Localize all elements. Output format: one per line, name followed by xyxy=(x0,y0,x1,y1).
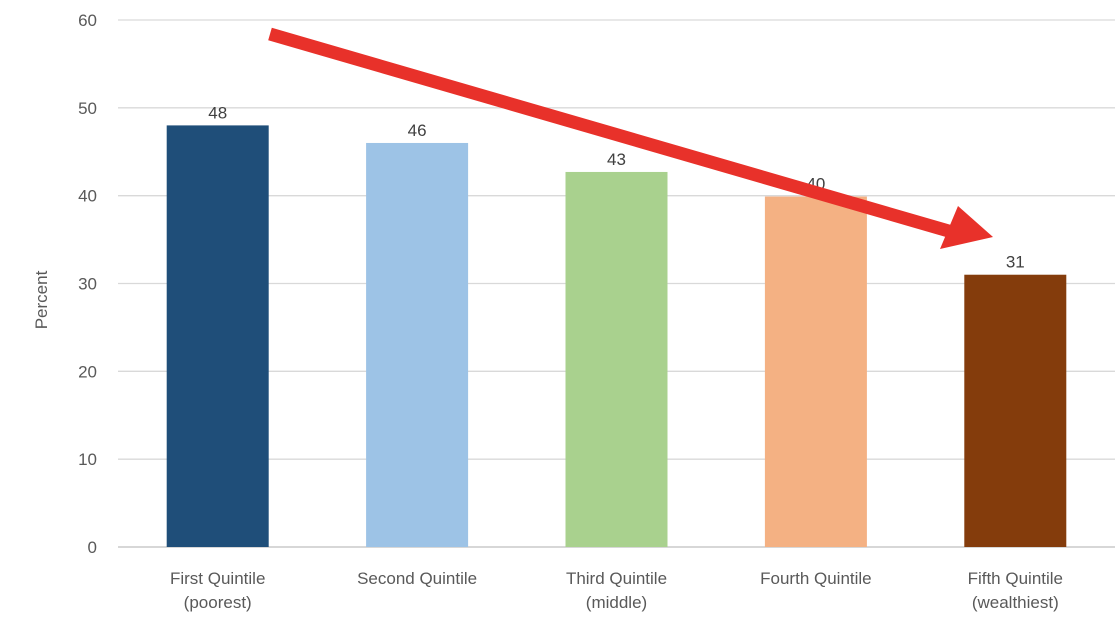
x-tick-label: Fifth Quintile xyxy=(968,569,1063,588)
bar xyxy=(166,125,269,548)
x-tick-label: Second Quintile xyxy=(357,569,477,588)
bar xyxy=(366,142,469,547)
x-tick-label: First Quintile xyxy=(170,569,265,588)
trend-arrow xyxy=(268,27,993,249)
data-label: 48 xyxy=(208,103,227,122)
x-tick-label: (poorest) xyxy=(184,593,252,612)
bar xyxy=(764,196,867,548)
x-tick-label: (middle) xyxy=(586,593,647,612)
trend-arrow-shaft xyxy=(268,27,954,239)
y-tick-label: 50 xyxy=(78,99,97,118)
trend-arrow-head xyxy=(940,206,993,249)
x-tick-label: Third Quintile xyxy=(566,569,667,588)
bars xyxy=(166,125,1067,548)
y-tick-label: 20 xyxy=(78,362,97,381)
y-axis-title: Percent xyxy=(32,270,51,329)
data-label: 46 xyxy=(408,121,427,140)
data-label: 31 xyxy=(1006,253,1025,272)
y-tick-label: 10 xyxy=(78,450,97,469)
y-tick-label: 40 xyxy=(78,187,97,206)
x-tick-label: (wealthiest) xyxy=(972,593,1059,612)
x-tick-label: Fourth Quintile xyxy=(760,569,872,588)
data-label: 43 xyxy=(607,150,626,169)
x-axis-labels: First Quintile (poorest) Second Quintile Th… xyxy=(170,569,1063,612)
y-tick-label: 30 xyxy=(78,275,97,294)
y-tick-label: 60 xyxy=(78,11,97,30)
y-axis-ticks: 0 10 20 30 40 50 60 xyxy=(78,11,97,557)
bar xyxy=(964,274,1067,547)
bar xyxy=(565,171,668,547)
y-tick-label: 0 xyxy=(88,538,97,557)
